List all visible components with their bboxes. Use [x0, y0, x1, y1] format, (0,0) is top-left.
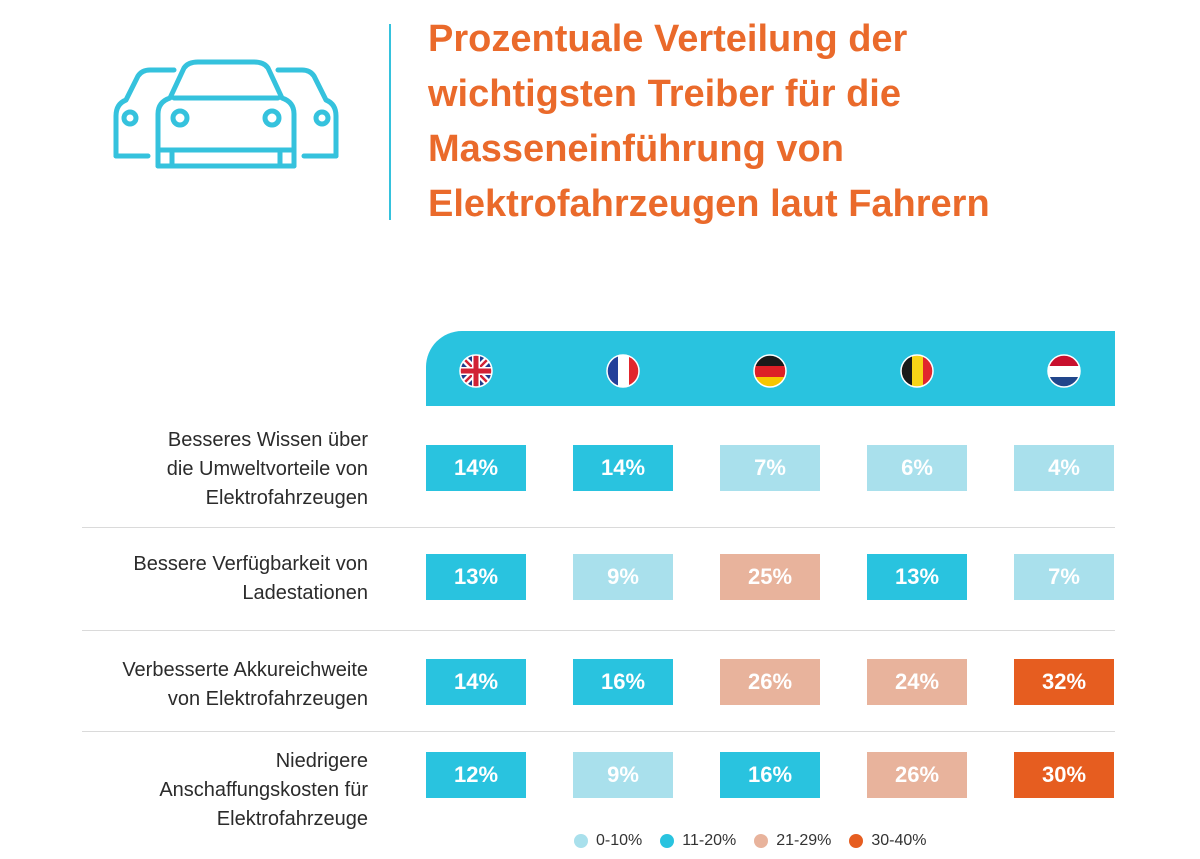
- row-label-akkureichweite: Verbesserte Akkureichweite von Elektrofa…: [40, 656, 368, 714]
- flag-belgium-icon: [900, 354, 934, 388]
- value-cell: 26%: [867, 752, 967, 798]
- value-cell: 7%: [1014, 554, 1114, 600]
- legend-item: 21-29%: [754, 832, 831, 850]
- value-cell: 7%: [720, 445, 820, 491]
- row-label-line: Ladestationen: [242, 582, 368, 604]
- legend-label: 21-29%: [776, 832, 832, 849]
- flag-germany-icon: [753, 354, 787, 388]
- value-cell: 32%: [1014, 659, 1114, 705]
- title-line: Prozentuale Verteilung der: [428, 18, 908, 60]
- legend-swatch: [754, 834, 769, 848]
- title-line: Masseneinführung von: [428, 128, 844, 170]
- row-label-line: Verbesserte Akkureichweite: [122, 659, 368, 681]
- row-label-line: die Umweltvorteile von: [166, 458, 368, 480]
- value-cell: 25%: [720, 554, 820, 600]
- row-label-anschaffungskosten: Niedrigere Anschaffungskosten für Elektr…: [40, 747, 368, 834]
- value-cell: 26%: [720, 659, 820, 705]
- value-cell: 9%: [573, 554, 673, 600]
- chart-title: Prozentuale Verteilung der wichtigsten T…: [428, 12, 1128, 232]
- value-cell: 4%: [1014, 445, 1114, 491]
- legend-item: 30-40%: [849, 832, 927, 850]
- value-cell: 14%: [573, 445, 673, 491]
- legend-label: 11-20%: [682, 832, 737, 849]
- row-label-line: Besseres Wissen über: [167, 429, 368, 451]
- legend-swatch: [574, 834, 588, 848]
- value-cell: 16%: [573, 659, 673, 705]
- value-cell: 14%: [426, 659, 526, 705]
- row-separator: [82, 731, 1115, 732]
- cars-icon: [113, 59, 339, 169]
- row-label-line: Bessere Verfügbarkeit von: [133, 553, 368, 575]
- row-separator: [82, 630, 1115, 631]
- legend-label: 30-40%: [871, 832, 927, 849]
- value-cell: 13%: [426, 554, 526, 600]
- legend-swatch: [660, 834, 675, 848]
- title-divider: [389, 24, 391, 220]
- row-separator: [82, 527, 1115, 528]
- flag-france-icon: [606, 354, 640, 388]
- legend: 0-10% 11-20% 21-29% 30-40%: [574, 832, 945, 850]
- row-label-line: Elektrofahrzeugen: [205, 487, 368, 509]
- row-label-ladestationen: Bessere Verfügbarkeit von Ladestationen: [40, 550, 368, 608]
- value-cell: 30%: [1014, 752, 1114, 798]
- value-cell: 24%: [867, 659, 967, 705]
- legend-item: 11-20%: [660, 832, 736, 850]
- value-cell: 9%: [573, 752, 673, 798]
- title-line: wichtigsten Treiber für die: [428, 73, 901, 115]
- value-cell: 12%: [426, 752, 526, 798]
- legend-swatch: [849, 834, 864, 848]
- value-cell: 16%: [720, 752, 820, 798]
- row-label-line: Anschaffungskosten für: [159, 779, 368, 801]
- row-label-line: Elektrofahrzeuge: [216, 808, 368, 830]
- flag-uk-icon: [459, 354, 493, 388]
- value-cell: 14%: [426, 445, 526, 491]
- value-cell: 6%: [867, 445, 967, 491]
- flag-netherlands-icon: [1047, 354, 1081, 388]
- legend-item: 0-10%: [574, 832, 642, 850]
- title-line: Elektrofahrzeugen laut Fahrern: [428, 183, 990, 225]
- value-cell: 13%: [867, 554, 967, 600]
- row-label-line: Niedrigere: [275, 750, 368, 772]
- row-label-umweltvorteile: Besseres Wissen über die Umweltvorteile …: [40, 426, 368, 513]
- legend-label: 0-10%: [596, 832, 643, 849]
- row-label-line: von Elektrofahrzeugen: [167, 688, 368, 710]
